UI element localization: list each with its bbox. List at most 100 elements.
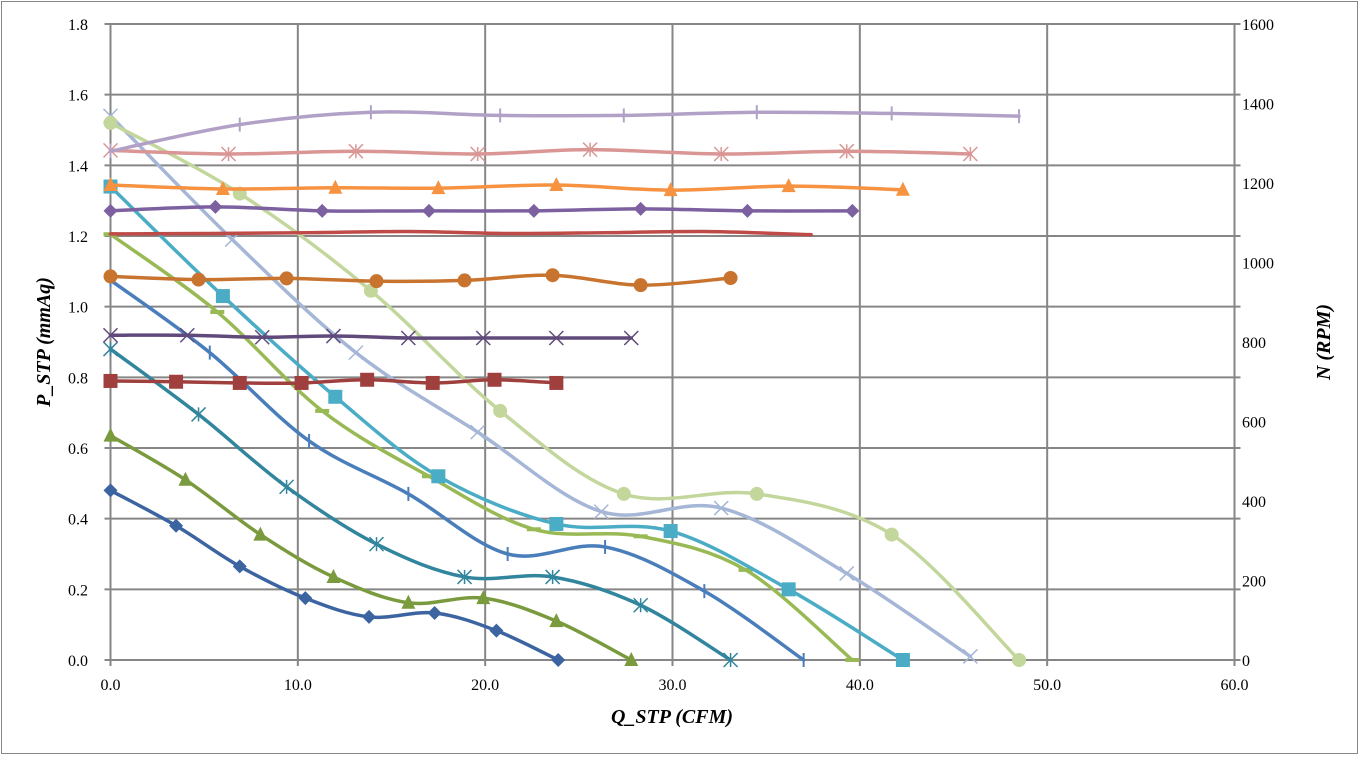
series-pressure-7 [103,115,1027,667]
data-point-triangle [103,427,118,442]
data-point-circle [616,486,631,501]
data-point-dash [526,527,541,532]
data-point-x [962,648,978,664]
data-point-diamond [315,203,330,218]
data-point-x [179,327,195,343]
data-point-circle [279,271,294,286]
y-tick-label: 1.6 [68,88,88,105]
series-rpm-13 [103,176,910,197]
series-rpm-15 [108,105,1021,159]
data-point-x [325,328,341,344]
data-point-asterisk [279,479,295,495]
data-point-x [475,330,491,346]
data-point-x [593,504,609,520]
data-point-dash [633,534,648,539]
data-point-square [425,375,440,390]
grid [104,23,1241,666]
data-point-dash [315,408,330,413]
series-line [108,333,634,340]
data-point-circle [103,269,118,284]
data-point-circle [191,272,206,287]
data-point-circle [723,271,738,286]
y2-tick-label: 600 [1242,415,1266,432]
data-point-diamond [169,518,184,533]
data-point-triangle [476,590,491,605]
data-point-x [713,500,729,516]
data-point-dash [845,658,860,662]
data-point-triangle [328,179,343,194]
data-point-square [549,516,564,531]
series-group [102,105,1027,668]
data-point-square [360,372,375,387]
data-point-x [348,345,364,361]
y2-tick-label: 400 [1242,494,1266,511]
x-axis-title: Q_STP (CFM) [611,706,733,728]
series-rpm-10 [103,268,738,293]
series-line [108,147,973,156]
y2-tick-label: 1600 [1242,17,1274,34]
series-line [108,110,1021,153]
y-axis-title: P_STP (mmAq) [33,277,55,408]
data-point-square [169,374,184,389]
data-point-triangle [549,176,564,191]
y-tick-label: 1.2 [68,229,88,246]
data-point-square [549,375,564,390]
data-point-x [623,330,639,346]
series-rpm-9 [102,327,639,346]
data-point-x [839,565,855,581]
series-line [108,205,855,213]
x-tick-label: 40.0 [846,677,874,694]
data-point-asterisk [633,597,649,613]
data-point-circle [493,403,508,418]
data-point-asterisk [839,143,855,159]
data-point-circle [749,486,764,501]
data-point-triangle [253,526,268,541]
data-point-diamond [362,609,377,624]
data-point-triangle [215,180,230,195]
series-line [108,183,905,192]
data-point-triangle [401,594,416,609]
data-point-circle [369,274,384,289]
data-point-diamond [103,203,118,218]
y-tick-label: 0.6 [68,441,88,458]
data-point-x [400,330,416,346]
x-tick-label: 0.0 [101,677,121,694]
data-point-circle [545,268,560,283]
data-point-circle [457,273,472,288]
data-point-triangle [624,652,639,666]
series-rpm-12 [103,199,860,218]
data-point-circle [103,115,118,130]
y2-tick-label: 1200 [1242,176,1274,193]
series-line [108,278,806,662]
data-point-triangle [549,613,564,628]
series-pressure-3 [108,273,806,667]
data-point-square [328,389,343,404]
data-point-x [102,327,119,343]
series-line [108,488,560,662]
data-point-square [103,373,118,388]
y-tick-label: 0.4 [68,512,88,529]
data-point-dash [738,567,753,572]
y2-tick-label: 800 [1242,335,1266,352]
y-tick-label: 1.4 [68,158,88,175]
y2-tick-label: 0 [1242,653,1250,670]
y-tick-label: 0.2 [68,582,88,599]
y-tick-label: 0.0 [68,653,88,670]
series-rpm-8 [103,372,564,390]
data-point-square [781,582,796,597]
data-point-asterisk [962,146,978,162]
data-point-circle [884,527,899,542]
y-tick-label: 0.8 [68,370,88,387]
series-rpm-11 [108,229,813,237]
data-point-asterisk [191,406,207,422]
data-point-diamond [633,201,648,216]
x-tick-label: 60.0 [1221,677,1249,694]
series-line [108,229,813,237]
data-point-circle [1012,653,1027,667]
data-point-x [254,329,270,345]
data-point-triangle [178,471,193,486]
data-point-square [232,375,247,390]
data-point-x [548,330,564,346]
series-rpm-14 [102,142,978,162]
